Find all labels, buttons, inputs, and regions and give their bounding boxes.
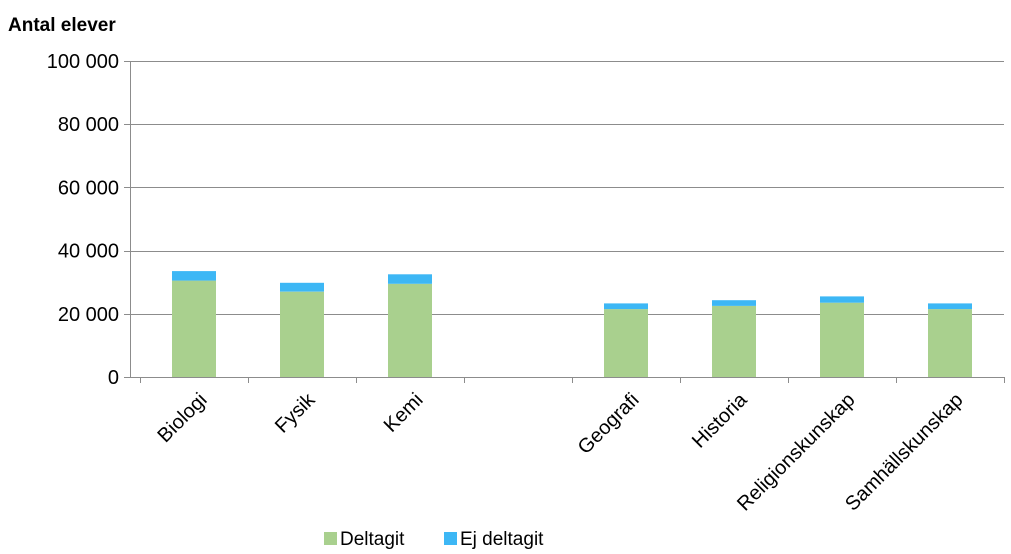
x-category-label: Kemi <box>380 389 428 437</box>
axes <box>124 61 1005 383</box>
bar-ej-deltagit-0 <box>172 271 216 281</box>
y-tick-labels: 0 20 000 40 000 60 000 80 000 100 000 <box>47 51 119 389</box>
bar-deltagit-1 <box>280 291 324 377</box>
bar-deltagit-2 <box>388 283 432 377</box>
bar-deltagit-0 <box>172 280 216 377</box>
bar-deltagit-6 <box>820 302 864 377</box>
x-category-labels: Biologi Fysik Kemi Geografi HistoriaReligion… <box>154 388 968 515</box>
legend-swatch-deltagit <box>324 532 337 545</box>
bar-ej-deltagit-7 <box>928 303 972 310</box>
x-category-label: Fysik <box>271 388 320 437</box>
x-category-label: Geografi <box>574 389 644 459</box>
bar-ej-deltagit-6 <box>820 296 864 303</box>
y-tick-label: 20 000 <box>58 304 119 326</box>
x-category-label: Religionskunskap <box>733 389 859 515</box>
bar-ej-deltagit-1 <box>280 282 324 292</box>
x-category-label: Historia <box>688 388 752 452</box>
y-tick-label: 80 000 <box>58 114 119 136</box>
legend-label-deltagit: Deltagit <box>340 529 405 550</box>
bar-deltagit-7 <box>928 309 972 377</box>
legend-label-ej-deltagit: Ej deltagit <box>460 529 544 550</box>
y-tick-label: 0 <box>108 367 119 389</box>
bar-deltagit-4 <box>604 309 648 377</box>
y-tick-label: 60 000 <box>58 177 119 199</box>
y-tick-label: 40 000 <box>58 241 119 263</box>
gridlines <box>130 61 1004 315</box>
bars <box>172 271 972 377</box>
bar-deltagit-5 <box>712 305 756 377</box>
x-category-label: Biologi <box>154 389 212 447</box>
legend: Deltagit Ej deltagit <box>324 529 544 550</box>
bar-ej-deltagit-2 <box>388 274 432 284</box>
bar-ej-deltagit-4 <box>604 303 648 310</box>
y-axis-title: Antal elever <box>8 15 116 36</box>
x-category-label: Samhällskunskap <box>841 389 967 515</box>
legend-swatch-ej-deltagit <box>444 532 457 545</box>
y-tick-label: 100 000 <box>47 51 119 73</box>
bar-ej-deltagit-5 <box>712 300 756 306</box>
